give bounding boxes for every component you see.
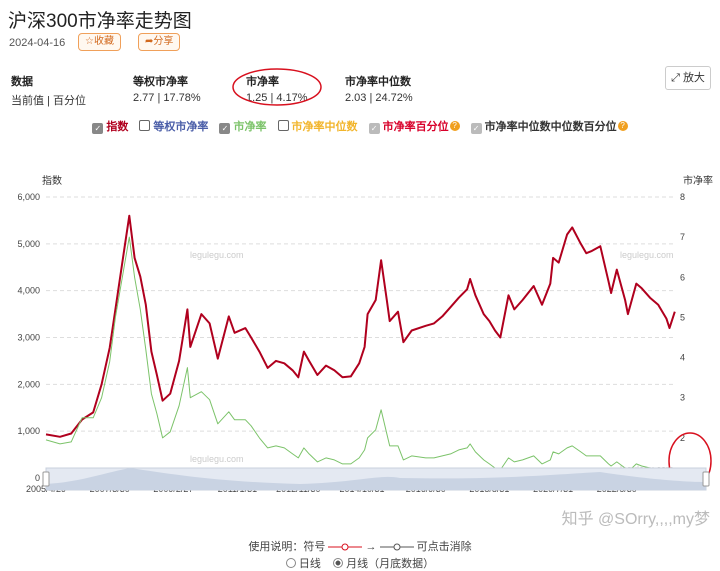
checkbox-icon: ✓ [470,123,482,134]
stat-pb-median: 市净率中位数 2.03 | 24.72% [345,73,413,104]
y-right-tick-label: 2 [680,433,685,443]
legend-label: 市净率中位数中位数百分位 [484,121,617,133]
legend-item-pb[interactable]: ✓ 市净率 [219,118,266,134]
stat-pb: 市净率 1.25 | 4.17% [246,73,308,104]
chart-series [45,214,676,477]
site-watermark: legulegu.com [620,250,674,260]
stat-label: 市净率中位数 [345,76,411,88]
zhihu-watermark: 知乎 @SOrry,,,,my梦 [561,511,710,528]
highlight-ellipse [232,68,322,106]
y-left-tick-label: 1,000 [17,426,40,436]
range-handle-left[interactable] [42,471,50,487]
site-watermark: legulegu.com [190,454,244,464]
radio-icon [285,558,296,568]
page-title: 沪深300市净率走势图 [8,11,192,32]
radio-selected-icon [333,558,344,568]
frequency-options: 日线 月线（月底数据） [0,555,720,571]
pb-line [45,236,676,477]
legend-item-pb-percentile[interactable]: ✓ 市净率百分位? [368,118,460,134]
y-right-tick-label: 6 [680,272,685,282]
chart-legend: ✓ 指数 等权市净率 ✓ 市净率 市净率中位数 ✓ 市净率百分位? ✓ 市净率中位数中位… [0,118,720,134]
checkbox-icon [277,120,289,131]
legend-label: 市净率百分位 [382,121,449,133]
y-right-tick-label: 4 [680,353,685,363]
legend-label: 指数 [106,121,129,133]
stat-data: 数据 当前值 | 百分位 [11,73,86,108]
y-right-tick-label: 3 [680,393,685,403]
zoom-label: 放大 [682,72,705,84]
site-watermark: legulegu.com [190,250,244,260]
toggle-symbol-off-icon [379,543,414,551]
navigator-area [46,468,706,490]
stat-value: 2.77 | 17.78% [133,92,201,104]
usage-tail: 可点击消除 [416,541,472,553]
y-left-tick-label: 2,000 [17,379,40,389]
favorite-button[interactable]: ☆收藏 [78,33,121,51]
legend-item-pb-median-percentile[interactable]: ✓ 市净率中位数中位数百分位? [470,118,628,134]
option-day[interactable]: 日线 [285,558,321,570]
y-left-tick-label: 4,000 [17,286,40,296]
usage-note: 使用说明：符号 → 可点击消除 [0,538,720,554]
help-icon[interactable]: ? [617,121,628,131]
y-right-axis: 12345678 [680,192,685,483]
y-left-tick-label: 6,000 [17,192,40,202]
y-right-tick-label: 8 [680,192,685,202]
legend-item-index[interactable]: ✓ 指数 [92,118,128,134]
page-date: 2024-04-16 [9,37,66,49]
y-left-axis: 0 1,000 2,000 3,000 4,000 5,000 6,000 [17,192,40,483]
share-button[interactable]: ➦分享 [138,33,181,51]
y-right-tick-label: 5 [680,312,685,322]
legend-item-equal-weight-pb[interactable]: 等权市净率 [139,118,208,134]
y-left-tick-label: 0 [35,473,40,483]
stat-equal-weight-pb: 等权市净率 2.77 | 17.78% [133,73,201,104]
checkbox-icon: ✓ [368,123,380,134]
checkbox-icon [139,120,151,131]
stat-label: 市净率 [246,76,279,88]
chart-grid [46,196,675,432]
help-icon[interactable]: ? [449,121,460,131]
stat-value: 当前值 | 百分位 [11,95,86,107]
index-line [45,214,676,438]
legend-label: 等权市净率 [153,121,209,133]
stat-label: 数据 [11,76,33,88]
legend-item-pb-median[interactable]: 市净率中位数 [277,118,358,134]
option-label: 月线（月底数据） [346,558,435,570]
y-left-tick-label: 5,000 [17,239,40,249]
usage-label: 使用说明：符号 [248,541,326,553]
arrow-icon: → [365,541,377,553]
option-month[interactable]: 月线（月底数据） [333,558,434,570]
stat-value: 2.03 | 24.72% [345,92,413,104]
stat-label: 等权市净率 [133,76,188,88]
option-label: 日线 [298,558,321,570]
stat-value: 1.25 | 4.17% [246,92,308,104]
checkbox-icon: ✓ [219,123,231,134]
legend-label: 市净率中位数 [291,121,358,133]
checkbox-icon: ✓ [92,123,104,134]
y-right-axis-title: 市净率 [683,174,713,187]
expand-icon: ⤢ [671,72,680,84]
legend-label: 市净率 [233,121,267,133]
y-left-axis-title: 指数 [42,174,62,187]
range-handle-right[interactable] [702,471,710,487]
y-left-tick-label: 3,000 [17,333,40,343]
toggle-symbol-icon [328,543,363,551]
zoom-button[interactable]: ⤢ 放大 [665,66,711,90]
y-right-tick-label: 7 [680,232,685,242]
